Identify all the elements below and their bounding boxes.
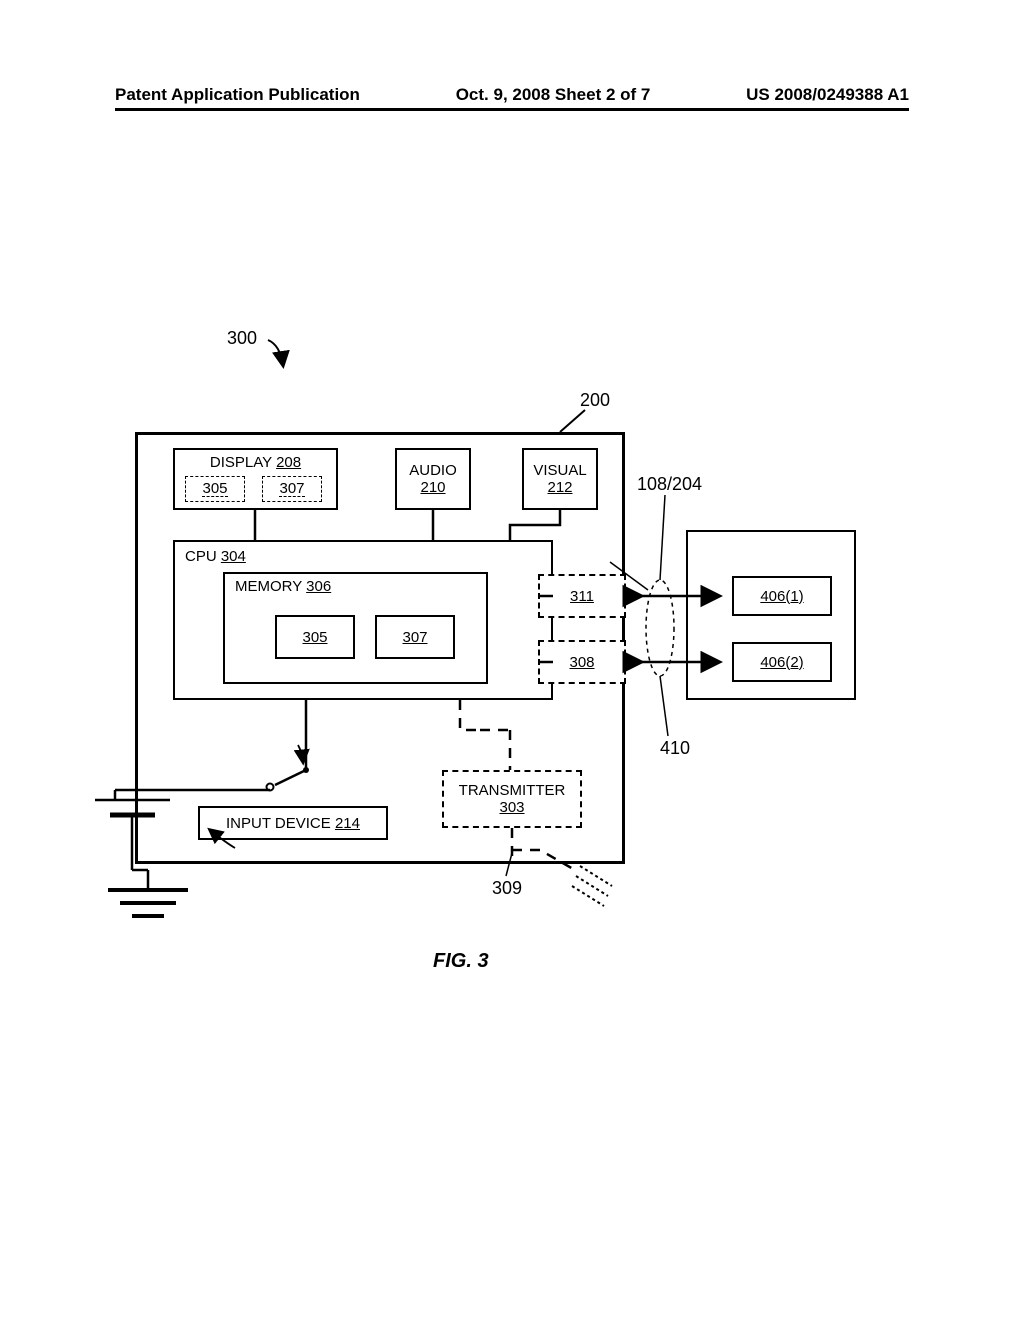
memory-307-num: 307 (402, 629, 427, 646)
input-device-block: INPUT DEVICE 214 (198, 806, 388, 840)
memory-label: MEMORY 306 (235, 578, 331, 595)
header-left: Patent Application Publication (115, 85, 360, 105)
page: Patent Application Publication Oct. 9, 2… (0, 0, 1024, 1320)
display-305-num: 305 (202, 481, 227, 497)
visual-num: 212 (547, 479, 572, 496)
block-406-2: 406(2) (732, 642, 832, 682)
header-right: US 2008/0249388 A1 (746, 85, 909, 105)
visual-label: VISUAL (533, 462, 586, 479)
ref-300: 300 (227, 328, 257, 349)
ref-309: 309 (492, 878, 522, 899)
display-307-num: 307 (279, 481, 304, 497)
display-label: DISPLAY 208 (210, 454, 301, 471)
header: Patent Application Publication Oct. 9, 2… (0, 85, 1024, 105)
transmitter-block: TRANSMITTER 303 (442, 770, 582, 828)
block-406-1-num: 406(1) (760, 588, 803, 605)
block-406-1: 406(1) (732, 576, 832, 616)
block-311: 311 (538, 574, 626, 618)
display-307: 307 (262, 476, 322, 502)
ref-200: 200 (580, 390, 610, 411)
audio-label: AUDIO (409, 462, 457, 479)
ref-108-204: 108/204 (637, 474, 702, 495)
header-center: Oct. 9, 2008 Sheet 2 of 7 (456, 85, 651, 105)
transmitter-label: TRANSMITTER (459, 782, 566, 799)
memory-307: 307 (375, 615, 455, 659)
figure-label: FIG. 3 (433, 950, 489, 973)
input-device-label: INPUT DEVICE 214 (226, 815, 360, 832)
visual-block: VISUAL 212 (522, 448, 598, 510)
transmitter-num: 303 (499, 799, 524, 816)
block-406-2-num: 406(2) (760, 654, 803, 671)
display-305: 305 (185, 476, 245, 502)
cpu-label: CPU 304 (185, 548, 246, 565)
header-rule (115, 108, 909, 111)
block-308-num: 308 (569, 654, 594, 671)
memory-305: 305 (275, 615, 355, 659)
ref-410: 410 (660, 738, 690, 759)
block-311-num: 311 (570, 588, 594, 605)
audio-num: 210 (420, 479, 445, 496)
audio-block: AUDIO 210 (395, 448, 471, 510)
memory-305-num: 305 (302, 629, 327, 646)
block-308: 308 (538, 640, 626, 684)
